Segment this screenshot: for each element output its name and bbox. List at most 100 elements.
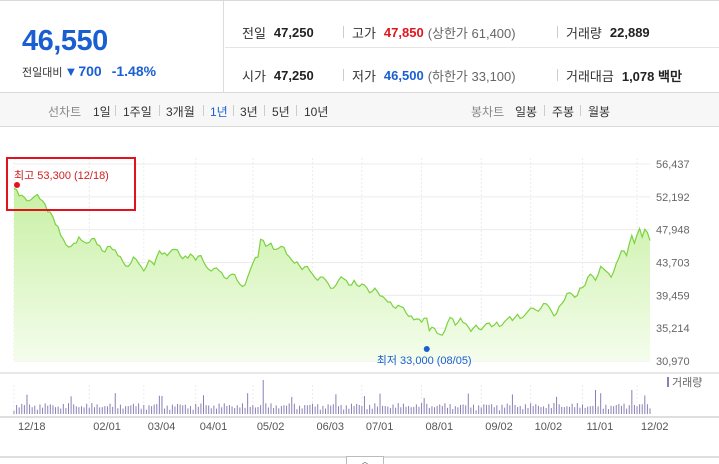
volume-bar: [485, 404, 487, 414]
volume-bar: [130, 405, 132, 414]
volume-bar: [177, 403, 179, 414]
volume-bar: [594, 390, 596, 414]
volume-bar: [480, 407, 482, 414]
volume-bar: [166, 405, 168, 414]
volume-bar: [540, 407, 542, 414]
y-tick-label: 47,948: [656, 225, 690, 237]
volume-bar: [465, 405, 467, 414]
volume-bar: [467, 393, 469, 414]
period-1d-tab[interactable]: 1일: [93, 105, 111, 119]
volume-bar: [127, 406, 129, 414]
x-tick-label: 04/01: [200, 421, 228, 433]
volume-bar: [330, 405, 332, 414]
volume-bar: [408, 406, 410, 414]
volume-bar: [200, 403, 202, 414]
volume-bar: [148, 405, 150, 414]
x-tick-label: 07/01: [366, 421, 394, 433]
volume-bar: [506, 403, 508, 414]
volume-bar: [517, 407, 519, 414]
volume-bar: [350, 403, 352, 414]
volume-bar: [587, 406, 589, 414]
volume-bar: [143, 405, 145, 414]
open-label: 시가: [242, 68, 266, 84]
volume-bar: [504, 407, 506, 414]
volume-bar: [106, 406, 108, 414]
period-1w-tab[interactable]: 1주일: [123, 105, 152, 119]
volume-bar: [371, 408, 373, 414]
period-10y-tab[interactable]: 10년: [304, 105, 329, 119]
volume-bar: [47, 405, 49, 414]
volume-bar: [49, 404, 51, 414]
volume-bar: [239, 407, 241, 414]
volume-bar: [405, 406, 407, 414]
volume-bar: [158, 395, 160, 414]
volume-bar: [592, 405, 594, 414]
volume-bar: [325, 408, 327, 414]
period-1y-tab[interactable]: 1년: [210, 105, 228, 119]
volume-bar: [337, 406, 339, 414]
volume-bar: [291, 396, 293, 414]
low-point-marker: [423, 346, 430, 352]
volume-bar: [55, 407, 57, 414]
x-tick-label: 11/01: [587, 421, 614, 433]
low-price: 저가 46,500 (하한가 33,100): [352, 65, 516, 85]
volume-bar: [519, 406, 521, 414]
period-3m-tab[interactable]: 3개월: [166, 105, 195, 119]
volume-bar: [343, 409, 345, 414]
volume-bar: [39, 404, 41, 414]
volume-bar: [514, 404, 516, 414]
period-5y-tab[interactable]: 5년: [272, 105, 290, 119]
volume-bar: [548, 403, 550, 414]
volume-bar: [633, 404, 635, 414]
volume-bar: [44, 403, 46, 414]
volume-bar: [589, 406, 591, 414]
volume-bar: [156, 404, 158, 414]
volume-bar: [400, 407, 402, 414]
collapse-chart-button[interactable]: ︿: [346, 456, 384, 464]
volume-bar: [579, 407, 581, 414]
volume-bar: [52, 405, 54, 414]
volume-bar: [358, 404, 360, 414]
period-3y-tab[interactable]: 3년: [240, 105, 258, 119]
x-axis: 12/18 02/01 03/04 04/01 05/02 06/03 07/01 08/01…: [18, 421, 669, 433]
volume-bar: [537, 405, 539, 414]
volume-bar: [62, 403, 64, 414]
volume-bar: [260, 405, 262, 414]
volume-bar: [431, 406, 433, 414]
candle-daily-tab[interactable]: 일봉: [515, 105, 538, 119]
change-label: 전일대비: [22, 67, 63, 79]
volume-bar: [379, 393, 381, 414]
volume-bar: [161, 396, 163, 414]
volume-bar: [582, 404, 584, 414]
volume-bar: [96, 404, 98, 414]
volume-bar: [498, 410, 500, 414]
lower-limit: (하한가 33,100): [427, 68, 516, 84]
candle-monthly-tab[interactable]: 월봉: [588, 105, 611, 119]
volume-bar: [42, 407, 44, 414]
volume-bar: [304, 405, 306, 414]
volume-bar: [101, 407, 103, 414]
y-tick-label: 43,703: [656, 258, 690, 270]
line-chart-label: 선차트: [48, 105, 82, 119]
volume-bar: [112, 406, 114, 414]
candle-chart-label: 봉차트: [471, 105, 505, 119]
volume-bar: [447, 407, 449, 414]
low-value: 46,500: [383, 67, 424, 83]
volume-bar: [179, 404, 181, 414]
volume-bar: [574, 407, 576, 414]
volume-bar: [457, 407, 459, 414]
x-tick-label: 12/02: [641, 421, 669, 433]
volume-bar: [423, 398, 425, 414]
volume-bar: [530, 403, 532, 414]
price-chart[interactable]: 56,437 52,192 47,948 43,703 39,459 35,214 30,9…: [0, 127, 719, 464]
volume-bar: [283, 405, 285, 414]
volume-bar: [376, 406, 378, 414]
volume-bar: [78, 407, 80, 414]
volume-bar: [213, 405, 215, 414]
change-value: 700: [78, 63, 102, 79]
volume-bar: [275, 405, 277, 414]
volume-bar: [511, 394, 513, 414]
volume-bar: [478, 405, 480, 414]
candle-weekly-tab[interactable]: 주봉: [552, 105, 575, 119]
volume-bar: [340, 404, 342, 414]
